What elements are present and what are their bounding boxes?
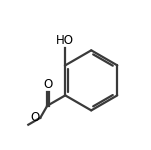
Text: HO: HO (56, 34, 74, 47)
Text: O: O (31, 111, 40, 124)
Text: O: O (44, 78, 53, 92)
